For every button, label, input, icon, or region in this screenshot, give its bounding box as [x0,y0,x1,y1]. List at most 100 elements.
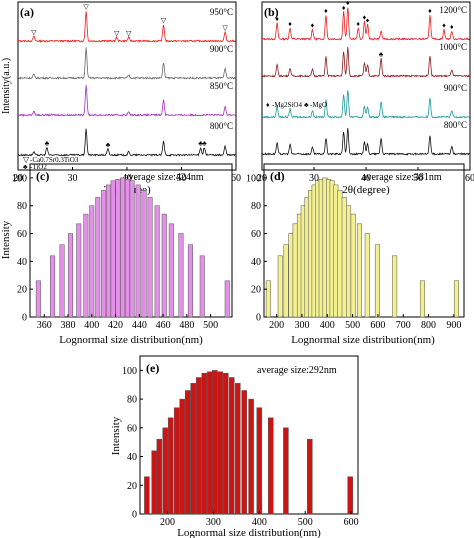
x-tick-label: 600 [370,320,385,331]
bar [199,255,205,318]
bar [356,223,362,318]
x-tick-label: 440 [132,320,147,331]
peak-marker: ▽ [114,29,120,37]
peak-marker: ▽ [31,29,37,37]
bar [187,244,193,318]
bar [190,383,196,515]
bar [268,417,274,515]
y-tick-label: 20 [17,285,27,296]
xrd-series-label: 800°C [210,121,233,131]
bar [168,223,174,318]
xrd-series-label: 900°C [444,83,467,93]
legend-marker-symbol: ▽ [23,155,30,164]
y-tick-label: 80 [251,201,261,212]
peak-marker: ♣ [379,50,384,58]
x-tick-label: 300 [294,320,309,331]
bar [161,213,167,318]
peak-marker: ♣ [106,141,111,149]
panel-a-tag: (a) [20,5,34,19]
peak-marker: ▽ [126,29,132,37]
panel-b-tag: (b) [264,5,279,19]
panel-d-xlabel: Lognormal size distribution(nm) [291,334,435,346]
xrd-series-label: 1200°C [439,5,467,15]
bar [50,255,56,318]
legend-mgo: -MgO [310,101,327,109]
y-tick-label: 60 [17,229,27,240]
bar [341,197,347,318]
peak-marker: ▽ [222,24,228,32]
bar [241,390,247,515]
bar [201,372,208,515]
bar [141,190,147,318]
bar [178,233,184,318]
y-tick-label: 80 [17,201,27,212]
y-tick-label: 40 [17,257,27,268]
bar [453,280,459,318]
peak-marker: ♦ [442,21,446,29]
peak-marker: ♦ [324,7,328,15]
x-tick-label: 50 [413,173,423,184]
bar [364,233,370,318]
bar [392,255,398,318]
x-tick-label: 20 [13,173,23,184]
y-tick-label: 60 [127,423,137,434]
peak-marker: ♦ [342,4,346,12]
bar [144,476,150,515]
panel-d-frame [263,163,465,318]
x-tick-label: 20 [257,173,267,184]
panel-c-xlabel: Lognormal size distribution(nm) [59,334,203,346]
bar [283,244,289,318]
bar [337,190,343,318]
panel-e-ylabel: Intensity [110,416,122,455]
peak-marker: ♦ [450,23,454,31]
xrd-series-a-1 [17,47,236,80]
x-tick-label: 40 [122,173,132,184]
bar [223,372,229,515]
y-tick-label: 100 [246,173,261,184]
panel-c-tag: (c) [36,169,49,183]
x-tick-label: 200 [160,517,175,528]
bar [350,213,356,318]
xrd-series-a-2 [17,85,236,117]
x-tick-label: 900 [446,320,461,331]
x-tick-label: 800 [421,320,436,331]
xrd-series-b-0 [261,7,470,42]
bar [35,280,41,318]
bar [59,244,65,318]
peak-marker: ♣ [198,140,203,148]
bar [346,205,352,318]
xrd-series-b-2 [261,90,470,119]
bar [207,371,213,515]
x-tick-label: 460 [156,320,171,331]
peak-marker: ♦ [366,17,370,25]
bar [333,184,339,318]
bar [283,427,289,515]
bar [224,280,230,318]
xrd-series-b-1 [261,46,470,78]
peak-marker: ♣ [45,140,50,148]
peak-marker: ♣ [202,140,207,148]
x-tick-label: 60 [231,173,241,184]
y-tick-label: 40 [127,452,137,463]
peak-marker: ♦ [363,13,367,21]
panel-a-legend: ▽ -Ca0.7Sr0.3TiO3 ♣ -TiO2 [23,155,79,171]
x-tick-label: 700 [396,320,411,331]
bar [101,190,107,318]
xrd-series-a-0 [17,11,236,43]
bar [347,476,353,515]
panel-e-xlabel: Lognormal size distribution(nm) [177,527,321,538]
x-tick-label: 600 [344,517,359,528]
y-tick-label: 60 [251,229,261,240]
xrd-series-label: 950°C [210,7,233,17]
xrd-series-label: 800°C [444,120,467,130]
bar [115,179,121,318]
bar [307,439,313,515]
x-tick-label: 40 [361,173,371,184]
x-tick-label: 380 [61,320,76,331]
x-tick-label: 200 [269,320,284,331]
panel-c-annotation: average size:424nm [124,172,204,183]
x-tick-label: 500 [345,320,360,331]
panel-d-annotation: average size:381nm [362,172,442,183]
bar [256,407,263,515]
